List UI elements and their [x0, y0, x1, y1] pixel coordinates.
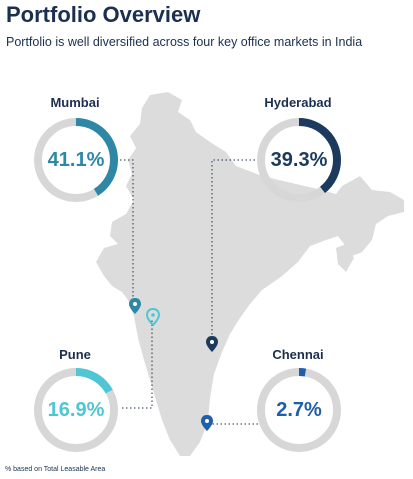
- page-subtitle: Portfolio is well diversified across fou…: [6, 35, 363, 49]
- pin-icon-pune: [145, 307, 161, 327]
- pin-icon-chennai: [201, 415, 213, 431]
- share-value-pune: 16.9%: [47, 398, 105, 421]
- india-outline: [96, 92, 404, 456]
- city-label-hyderabad: Hyderabad: [264, 95, 332, 110]
- city-label-mumbai: Mumbai: [50, 95, 100, 110]
- footnote: % based on Total Leasable Area: [5, 466, 106, 473]
- share-value-chennai: 2.7%: [276, 398, 322, 421]
- share-value-mumbai: 41.1%: [47, 148, 105, 171]
- donut-mumbai: 41.1%: [33, 117, 119, 203]
- leader-line-hyderabad: [211, 159, 255, 336]
- page-title: Portfolio Overview: [6, 2, 201, 27]
- share-value-hyderabad: 39.3%: [270, 148, 328, 171]
- donut-pune: 16.9%: [33, 367, 119, 453]
- pin-icon-mumbai: [129, 298, 141, 314]
- leader-line-mumbai: [120, 159, 134, 300]
- india-east-region: [336, 244, 354, 272]
- leader-line-pune: [122, 320, 153, 409]
- city-label-chennai: Chennai: [272, 347, 324, 362]
- pin-icon-hyderabad: [206, 336, 218, 352]
- donut-hyderabad: 39.3%: [256, 117, 342, 203]
- city-label-pune: Pune: [59, 347, 91, 362]
- donut-chennai: 2.7%: [256, 367, 342, 453]
